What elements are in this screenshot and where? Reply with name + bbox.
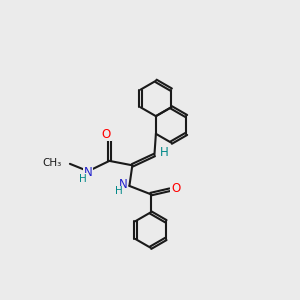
Text: H: H (79, 174, 87, 184)
Text: O: O (102, 128, 111, 141)
Text: H: H (115, 186, 123, 196)
Text: H: H (160, 146, 168, 159)
Text: N: N (119, 178, 128, 191)
Text: O: O (171, 182, 180, 195)
Text: N: N (84, 166, 92, 179)
Text: CH₃: CH₃ (42, 158, 62, 168)
